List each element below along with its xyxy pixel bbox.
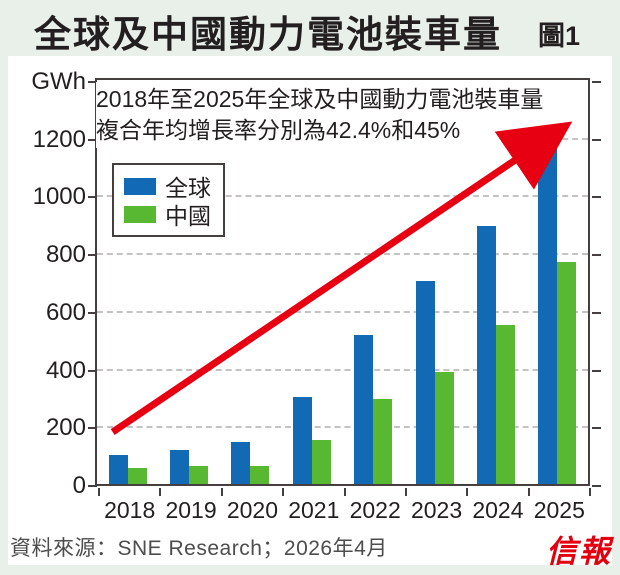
right-tick-1000: [592, 196, 601, 199]
y-tick-label-1200: 1200: [32, 125, 86, 153]
bar-2022-china: [373, 398, 393, 484]
source-note: 資料來源：SNE Research；2026年4月: [10, 537, 388, 560]
bar-2023-global: [415, 280, 435, 484]
bar-2024-global: [476, 225, 496, 484]
right-tick-1200: [592, 138, 601, 141]
y-tick-label-1000: 1000: [32, 183, 86, 211]
bar-2022-global: [354, 335, 374, 484]
cagr-annotation: 2018年至2025年全球及中國動力電池裝車量 複合年均增長率分別為42.4%和…: [96, 82, 550, 148]
hkej-brand-logo: 信報: [546, 534, 612, 569]
left-tick-600: [88, 311, 97, 314]
bar-2018-china: [127, 467, 147, 484]
left-tick-1400: [88, 81, 97, 83]
page-title: 全球及中國動力電池裝車量: [34, 14, 502, 55]
bar-group-2018: [97, 80, 158, 484]
bottom-tick-2: [220, 488, 223, 496]
y-tick-label-800: 800: [45, 241, 86, 269]
footer: 資料來源：SNE Research；2026年4月 信報: [8, 526, 612, 569]
bar-2023-china: [434, 372, 454, 484]
bottom-tick-6: [466, 488, 469, 496]
left-tick-800: [88, 254, 97, 257]
left-tick-1200: [88, 138, 97, 141]
y-tick-label-400: 400: [45, 356, 86, 384]
bar-2024-china: [495, 325, 515, 484]
legend-item-china: 中國: [124, 200, 211, 229]
bar-group-2019: [158, 80, 219, 484]
left-tick-0: [88, 485, 97, 487]
right-tick-1400: [592, 81, 601, 83]
global-series-swatch: [124, 177, 156, 195]
right-tick-600: [592, 311, 601, 314]
x-tick-label-2024: 2024: [472, 497, 524, 523]
bottom-tick-8: [589, 488, 591, 496]
y-tick-label-600: 600: [45, 298, 86, 326]
bottom-tick-1: [159, 488, 162, 496]
cagr-annotation-line1: 2018年至2025年全球及中國動力電池裝車量: [96, 86, 544, 112]
bottom-tick-3: [282, 488, 285, 496]
bar-group-2020: [220, 80, 281, 484]
header: 全球及中國動力電池裝車量 圖1: [0, 0, 620, 56]
x-tick-label-2020: 2020: [226, 497, 279, 523]
bar-2025-global: [538, 140, 558, 484]
right-tick-800: [592, 254, 601, 257]
figure-number-label: 圖1: [538, 21, 581, 51]
x-tick-label-2019: 2019: [165, 497, 217, 523]
legend-label-china: 中國: [165, 203, 211, 229]
left-tick-200: [88, 427, 97, 430]
chart-card: GWh 0 200 400 600 800 1000 1200 2018年至2025年全球及…: [8, 56, 612, 569]
bottom-tick-0: [98, 488, 100, 496]
bottom-tick-7: [527, 488, 530, 496]
x-tick-label-2023: 2023: [410, 497, 463, 523]
x-tick-label-2018: 2018: [104, 497, 156, 523]
right-tick-200: [592, 427, 601, 430]
y-tick-label-200: 200: [45, 414, 86, 442]
right-tick-400: [592, 369, 601, 372]
y-tick-label-0: 0: [72, 472, 86, 499]
bar-2021-global: [292, 397, 312, 484]
bar-2019-global: [170, 449, 190, 484]
legend: 全球 中國: [112, 163, 225, 237]
bar-2021-china: [311, 439, 331, 484]
bar-2020-china: [250, 465, 270, 484]
right-tick-0: [592, 485, 601, 487]
x-tick-label-2021: 2021: [288, 497, 340, 523]
y-axis-unit-label: GWh: [31, 68, 86, 95]
bottom-tick-4: [343, 488, 346, 496]
cagr-annotation-line2: 複合年均增長率分別為42.4%和45%: [96, 117, 461, 143]
china-series-swatch: [124, 205, 156, 223]
left-tick-400: [88, 369, 97, 372]
left-tick-1000: [88, 196, 97, 199]
x-tick-label-2025: 2025: [533, 497, 585, 523]
x-tick-label-2022: 2022: [349, 497, 401, 523]
legend-item-global: 全球: [124, 172, 211, 201]
bar-2018-global: [108, 455, 128, 484]
bar-2025-china: [557, 261, 577, 484]
bar-2019-china: [189, 466, 209, 484]
bottom-tick-5: [404, 488, 407, 496]
bar-2020-global: [231, 442, 251, 484]
